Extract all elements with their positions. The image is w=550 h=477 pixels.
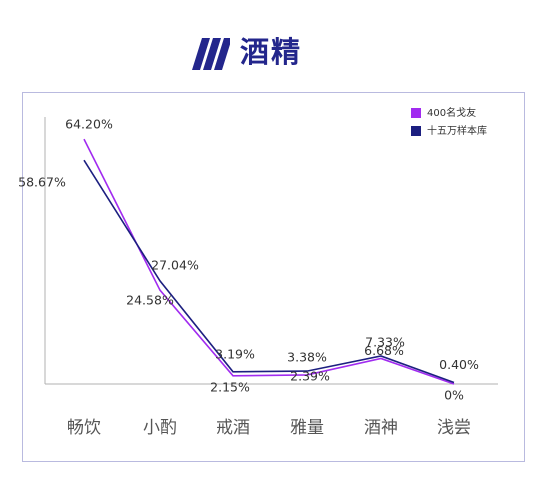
data-label: 0% [444,388,464,403]
x-tick-label: 小酌 [143,418,177,438]
legend-swatch [411,108,421,118]
data-label: 2.15% [210,379,250,394]
legend-label: 400名戈友 [427,106,476,119]
category-label-layer: 畅饮 小酌 戒酒 雅量 酒神 浅尝 [67,418,471,438]
x-tick-label: 雅量 [290,418,324,438]
data-label: 24.58% [126,293,174,308]
legend-label: 十五万样本库 [427,124,487,137]
chart-panel [22,92,525,462]
data-label: 3.19% [215,346,255,361]
x-tick-label: 畅饮 [67,418,101,438]
legend-swatch [411,126,421,136]
data-label: 6.68% [364,343,404,358]
x-tick-label: 浅尝 [437,418,471,438]
data-label: 64.20% [65,117,113,132]
data-label: 7.33% [365,335,405,350]
data-label: 2.39% [290,368,330,383]
triple-slash-logo-icon [192,38,230,70]
data-label-layer: 64.20% 24.58% 2.15% 2.39% 6.68% 0% 58.67% 27.04… [18,117,479,403]
data-label: 58.67% [18,175,66,190]
series-line-2 [83,159,455,384]
header: 酒精 [0,0,550,90]
page-title: 酒精 [240,35,303,69]
series-layer [83,138,455,385]
series-line-1 [83,138,455,385]
data-label: 27.04% [151,257,199,272]
data-label: 3.38% [287,350,327,365]
x-tick-label: 酒神 [364,418,398,438]
data-label: 0.40% [439,357,479,372]
x-tick-label: 戒酒 [216,418,250,438]
